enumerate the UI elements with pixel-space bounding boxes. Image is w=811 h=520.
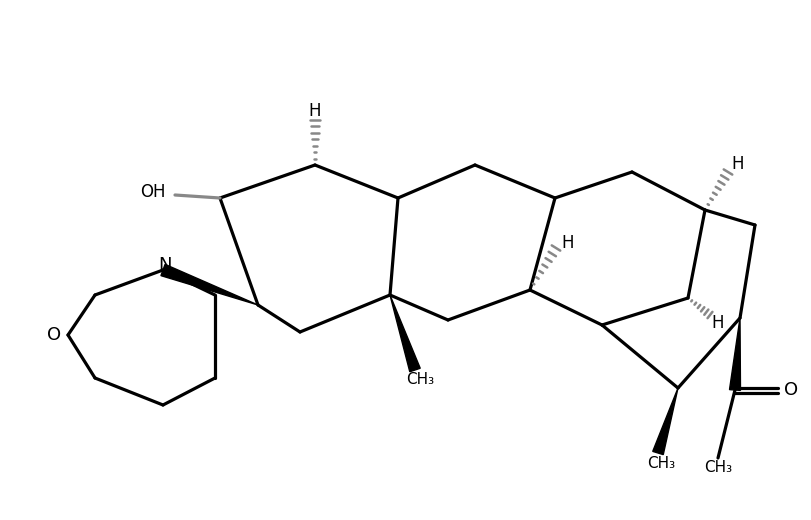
Polygon shape — [161, 264, 258, 305]
Text: H: H — [561, 234, 573, 252]
Text: H: H — [711, 314, 723, 332]
Polygon shape — [389, 295, 420, 372]
Text: CH₃: CH₃ — [703, 461, 732, 475]
Text: H: H — [308, 102, 321, 120]
Text: O: O — [47, 326, 61, 344]
Text: OH: OH — [140, 183, 165, 201]
Polygon shape — [652, 388, 677, 454]
Polygon shape — [728, 318, 740, 391]
Text: O: O — [783, 381, 797, 399]
Text: CH₃: CH₃ — [406, 372, 434, 387]
Text: N: N — [158, 256, 172, 274]
Text: H: H — [731, 155, 744, 173]
Text: CH₃: CH₃ — [646, 457, 674, 472]
